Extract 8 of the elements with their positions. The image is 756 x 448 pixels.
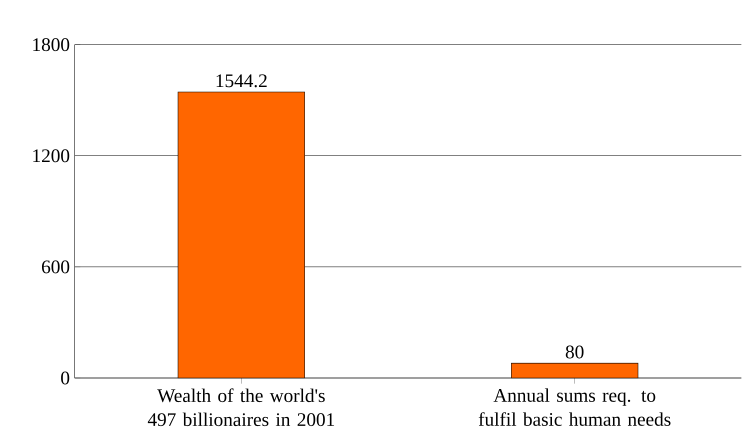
y-tick-label: 0 — [61, 372, 70, 384]
x-tick-label: Annual sums req. to fulfil basic human needs — [478, 388, 670, 426]
y-tick-label: 600 — [42, 260, 70, 274]
data-label: 80 — [566, 345, 584, 358]
y-tick-label: 1200 — [33, 149, 70, 162]
data-label: 1544.2 — [216, 74, 267, 88]
x-tick-label: Wealth of the world's 497 billionaires in 2001 — [148, 388, 334, 426]
y-tick-label: 1800 — [33, 38, 70, 52]
